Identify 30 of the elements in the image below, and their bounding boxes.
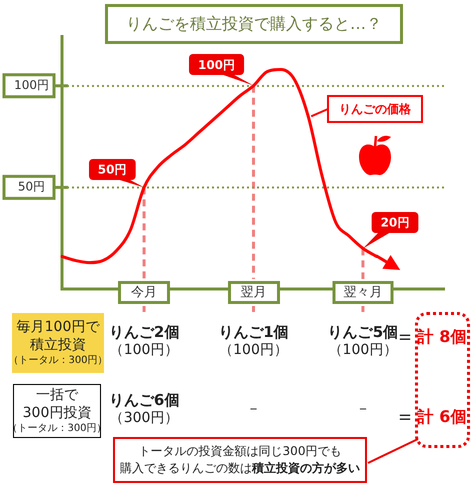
text: 一括で [36, 387, 78, 403]
x-tick-label: 翌々月 [343, 284, 382, 300]
x-tick-label: 翌月 [240, 284, 266, 300]
annotation: 50円 [98, 162, 126, 177]
annotation: 100円 [198, 58, 236, 72]
text: （トータル：300円） [7, 423, 107, 434]
text: － [356, 400, 370, 418]
text: りんご5個 [328, 323, 398, 341]
text: 計 6個 [418, 406, 466, 428]
text: 計 8個 [418, 326, 466, 348]
text: りんご6個 [108, 391, 180, 409]
text: 積立投資の方が多い [252, 461, 360, 475]
text: 300円投資 [22, 405, 92, 421]
text: （トータル：300円） [8, 355, 108, 366]
x-tick-label: 今月 [131, 284, 158, 300]
text: （300円） [110, 409, 178, 427]
text: 購入できるりんごの数は [120, 461, 252, 475]
text: （100円） [328, 341, 398, 359]
legend-label: りんごの価格 [339, 102, 412, 116]
chart-title: りんごを積立投資で購入すると…？ [126, 14, 382, 34]
text: ＝ [395, 404, 415, 428]
text: りんご2個 [108, 323, 180, 341]
text: りんご1個 [218, 323, 289, 341]
text: （100円） [219, 341, 288, 359]
text: 積立投資 [30, 337, 86, 353]
text: 毎月100円で [16, 319, 100, 335]
text: （100円） [110, 341, 178, 359]
text: トータルの投資金額は同じ300円でも [138, 444, 342, 458]
annotation: 20円 [380, 215, 410, 230]
text: － [246, 400, 260, 418]
